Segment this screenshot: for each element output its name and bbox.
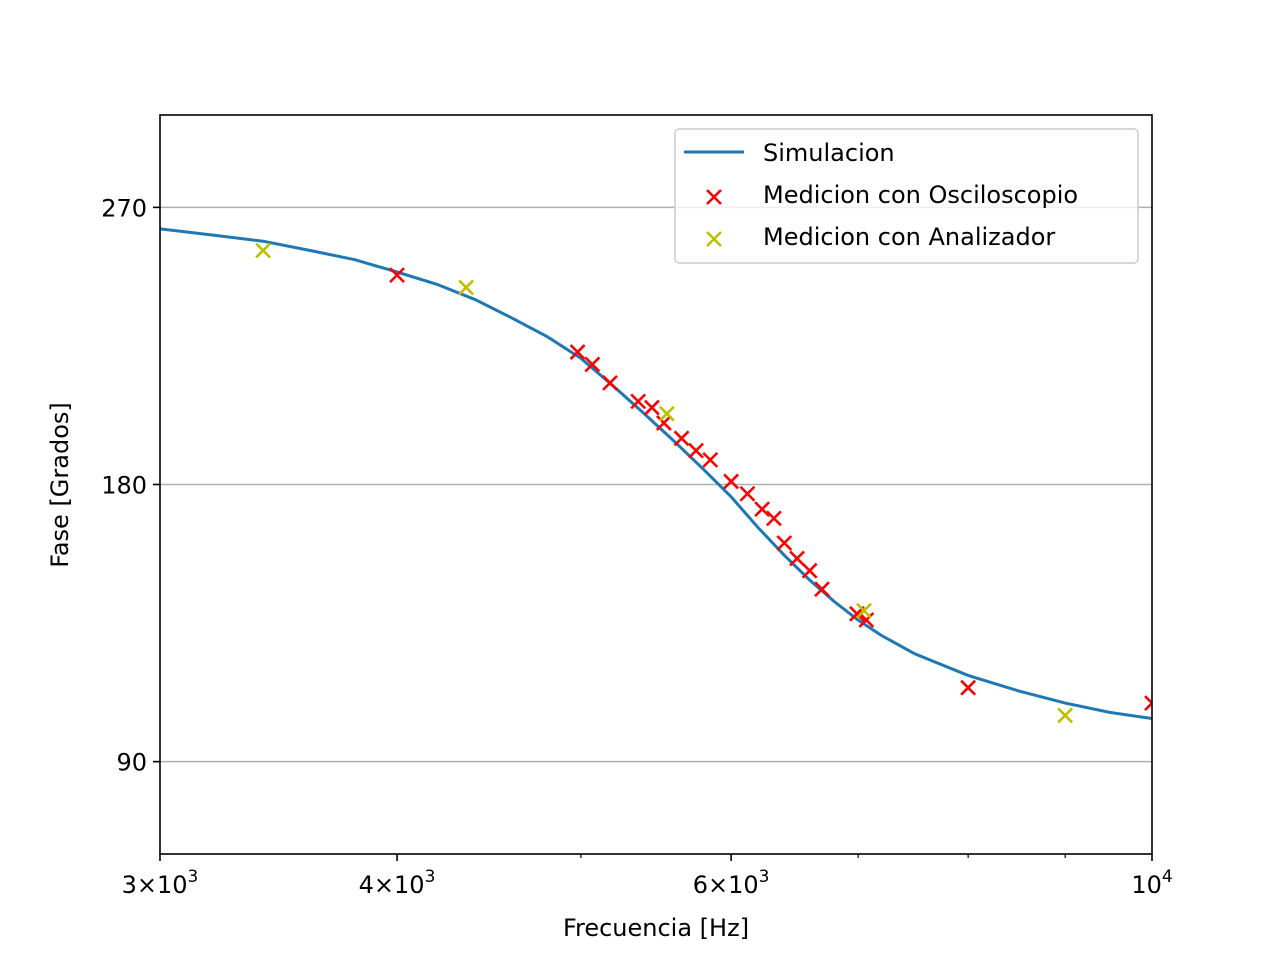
y-tick-label: 270 bbox=[101, 194, 147, 222]
scatter-markers bbox=[255, 242, 1152, 724]
y-axis-label: Fase [Grados] bbox=[46, 402, 74, 568]
point-osciloscopio bbox=[766, 510, 782, 527]
legend-marker-osciloscopio bbox=[706, 189, 722, 205]
legend-label-analizador: Medicion con Analizador bbox=[763, 223, 1055, 251]
point-osciloscopio bbox=[688, 442, 704, 459]
point-osciloscopio bbox=[776, 535, 793, 551]
point-osciloscopio bbox=[569, 344, 586, 361]
point-osciloscopio bbox=[814, 581, 830, 598]
point-osciloscopio bbox=[789, 550, 805, 567]
point-osciloscopio bbox=[739, 485, 756, 502]
point-osciloscopio bbox=[754, 501, 771, 518]
point-osciloscopio bbox=[1144, 695, 1152, 712]
x-axis-label: Frecuencia [Hz] bbox=[563, 914, 749, 942]
point-osciloscopio bbox=[858, 612, 875, 628]
y-tick-label: 90 bbox=[116, 749, 147, 777]
point-analizador bbox=[1057, 707, 1074, 724]
x-tick-label: 6×103 bbox=[693, 867, 770, 899]
point-osciloscopio bbox=[673, 430, 690, 447]
x-tick-label: 3×103 bbox=[122, 867, 199, 899]
point-analizador bbox=[255, 242, 272, 259]
x-tick-label: 4×103 bbox=[359, 867, 436, 899]
point-osciloscopio bbox=[389, 267, 405, 284]
legend-x-osciloscopio bbox=[706, 189, 722, 205]
point-analizador bbox=[458, 279, 475, 296]
point-osciloscopio bbox=[801, 562, 818, 579]
y-axis-ticks: 90 180 270 bbox=[101, 194, 160, 777]
point-analizador bbox=[658, 405, 675, 422]
point-osciloscopio bbox=[960, 679, 977, 696]
x-axis-ticks: 3×103 4×103 6×103 104 bbox=[122, 854, 1173, 899]
point-osciloscopio bbox=[602, 374, 618, 391]
point-osciloscopio bbox=[643, 399, 660, 416]
point-osciloscopio bbox=[702, 451, 719, 468]
point-osciloscopio bbox=[630, 393, 647, 410]
legend-box bbox=[674, 128, 1139, 264]
series-line-simulacion bbox=[160, 227, 1152, 720]
point-osciloscopio bbox=[584, 356, 601, 373]
legend-label-simulacion: Simulacion bbox=[763, 139, 895, 167]
series-group bbox=[160, 227, 1152, 724]
point-analizador bbox=[856, 602, 872, 619]
legend-marker-analizador bbox=[706, 231, 722, 247]
legend: Simulacion Medicion con Osciloscopio Med… bbox=[674, 128, 1139, 264]
legend-label-osciloscopio: Medicion con Osciloscopio bbox=[763, 181, 1078, 209]
point-osciloscopio bbox=[723, 473, 740, 490]
y-tick-label: 180 bbox=[101, 472, 147, 500]
legend-x-analizador bbox=[706, 231, 722, 247]
x-tick-label: 104 bbox=[1131, 867, 1172, 899]
point-osciloscopio bbox=[655, 414, 672, 431]
